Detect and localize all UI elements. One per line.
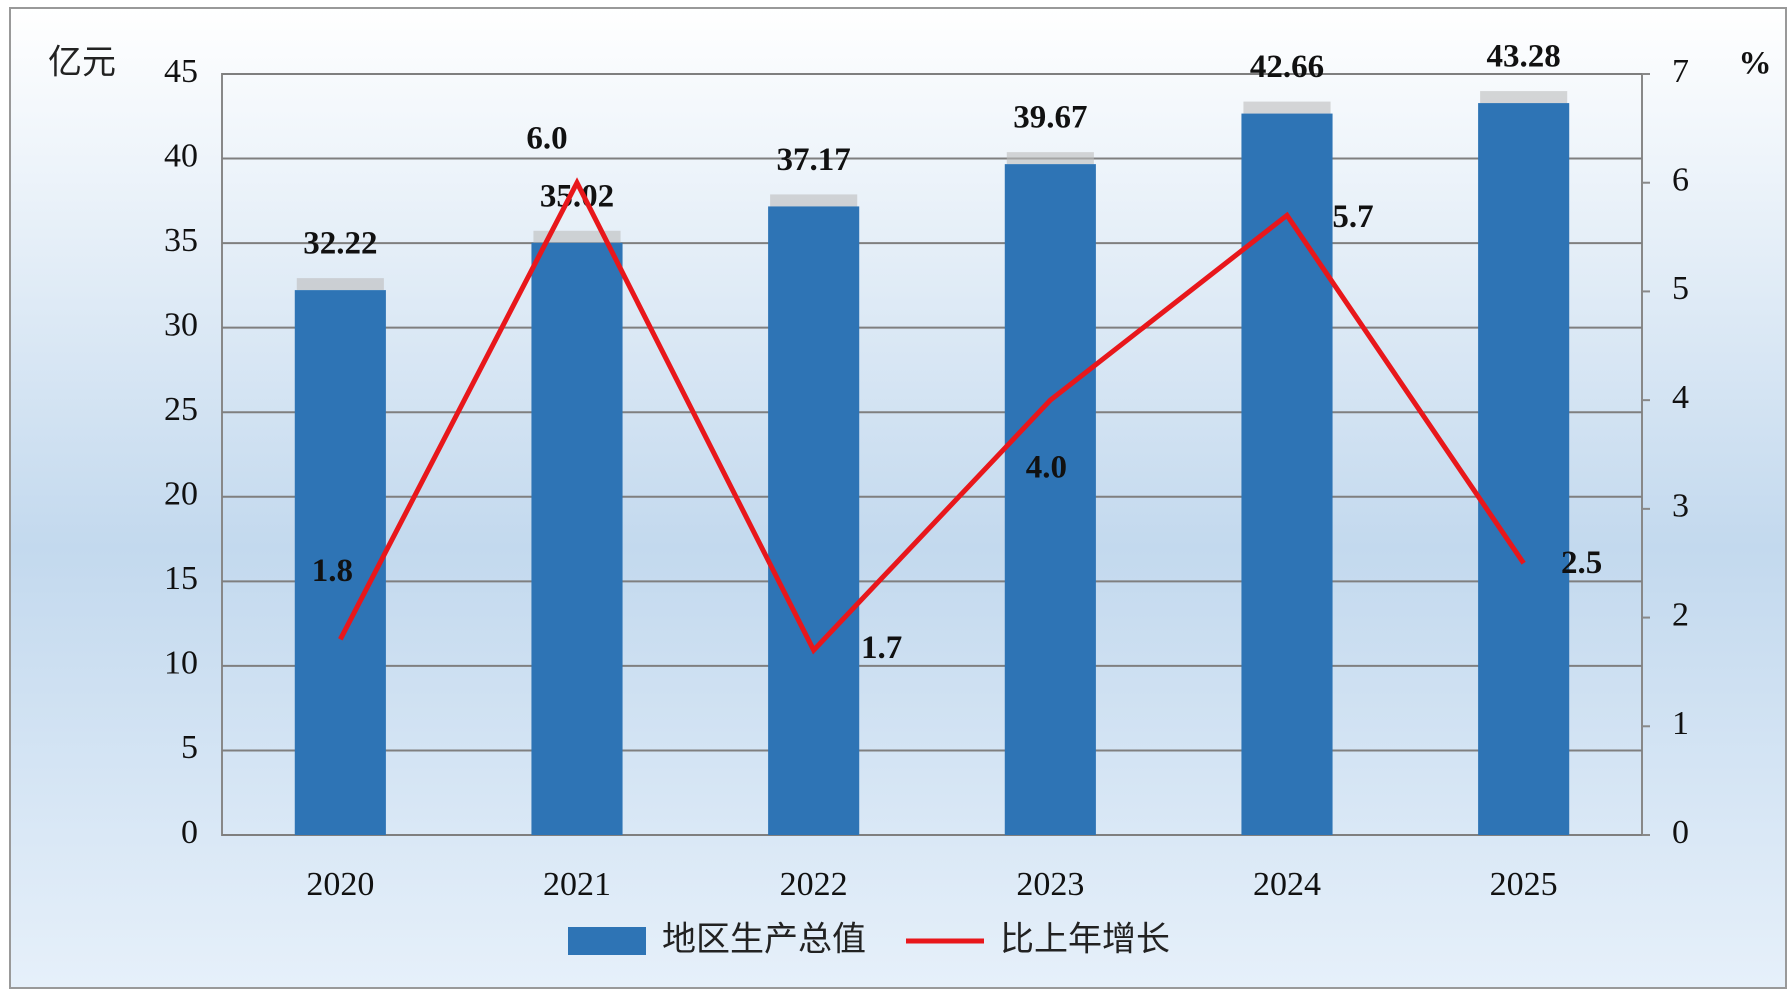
- bar-shadow: [1006, 152, 1094, 165]
- x-tick-label: 2020: [306, 866, 374, 903]
- line-value-label: 2.5: [1561, 545, 1602, 581]
- y2-tick-label: 6: [1672, 162, 1689, 199]
- bar-shadow: [770, 194, 858, 207]
- y-tick-label: 40: [164, 137, 198, 174]
- legend-label: 比上年增长: [1000, 920, 1170, 960]
- x-tick-label: 2025: [1490, 866, 1558, 903]
- bar-shadow: [1243, 101, 1331, 114]
- y-tick-label: 35: [164, 222, 198, 259]
- line-value-label: 4.0: [1026, 450, 1067, 486]
- y-tick-label: 45: [164, 53, 198, 90]
- bar: [1004, 164, 1096, 835]
- x-tick-label: 2024: [1253, 866, 1321, 903]
- y-tick-label: 30: [164, 306, 198, 343]
- y2-tick-label: 7: [1672, 53, 1689, 90]
- y-tick-label: 10: [164, 645, 198, 682]
- y2-tick-label: 4: [1672, 379, 1689, 416]
- bar-value-label: 39.67: [1013, 100, 1087, 136]
- y-tick-label: 5: [181, 729, 198, 766]
- bar: [768, 206, 860, 835]
- bar-value-label: 32.22: [303, 226, 377, 262]
- x-tick-label: 2022: [780, 866, 848, 903]
- bar: [294, 290, 386, 835]
- y2-axis-label: %: [1739, 46, 1772, 82]
- y-tick-label: 0: [181, 814, 198, 851]
- y2-tick-label: 0: [1672, 814, 1689, 851]
- y2-tick-label: 3: [1672, 488, 1689, 525]
- legend-swatch: [568, 927, 646, 955]
- bar: [1478, 103, 1570, 836]
- bar-value-label: 42.66: [1250, 49, 1324, 85]
- x-tick-label: 2023: [1016, 866, 1084, 903]
- y2-tick-label: 1: [1672, 705, 1689, 742]
- bar-shadow: [296, 278, 384, 291]
- bar: [1241, 113, 1333, 835]
- line-value-label: 5.7: [1332, 199, 1373, 235]
- line-value-label: 1.8: [312, 553, 353, 589]
- y-tick-label: 25: [164, 391, 198, 428]
- x-tick-label: 2021: [543, 866, 611, 903]
- legend-label: 地区生产总值: [662, 920, 866, 960]
- bar-value-label: 37.17: [777, 142, 851, 178]
- bar-shadow: [1480, 91, 1568, 104]
- y-tick-label: 15: [164, 560, 198, 597]
- bar-value-label: 43.28: [1487, 39, 1561, 75]
- bar-shadow: [533, 230, 621, 243]
- line-value-label: 1.7: [861, 630, 902, 666]
- y2-tick-label: 5: [1672, 270, 1689, 307]
- line-value-label: 6.0: [526, 120, 567, 156]
- line: [338, 177, 1526, 655]
- y-tick-label: 20: [164, 476, 198, 513]
- y2-tick-label: 2: [1672, 596, 1689, 633]
- bar: [531, 242, 623, 835]
- y-axis-label: 亿元: [48, 43, 116, 83]
